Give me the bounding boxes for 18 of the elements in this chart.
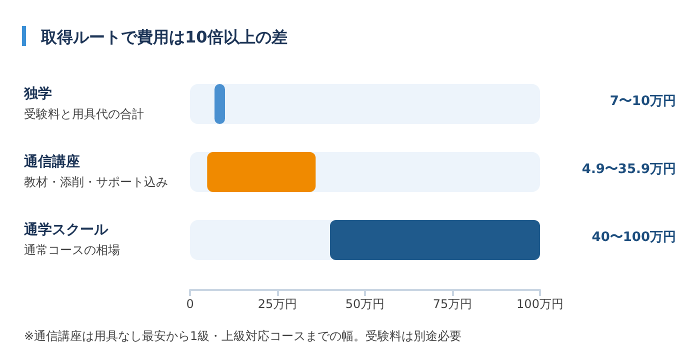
y-tick-label: 通信講座 <box>23 153 80 170</box>
text: 40〜100万円 <box>592 230 676 245</box>
bar <box>214 84 225 124</box>
x-tick-label: 75万円 <box>432 297 472 311</box>
x-tick-label: 50万円 <box>345 297 385 311</box>
bar <box>207 152 316 192</box>
x-tick-label: 25万円 <box>258 297 298 311</box>
text: 7〜10万円 <box>610 94 676 109</box>
text: 4.9〜35.9万円 <box>582 162 676 177</box>
y-tick-label: 独学 <box>23 86 52 102</box>
chart-title: 取得ルートで費用は10倍以上の差 <box>40 28 288 46</box>
text: ※通信講座は用具なし最安から1級・上級対応コースまでの幅。受験料は別途必要 <box>24 329 462 343</box>
text: 教材・添削・サポート込み <box>24 175 168 189</box>
x-tick-label: 100万円 <box>516 297 564 311</box>
text: 通常コースの相場 <box>24 243 120 257</box>
x-tick-label: 0 <box>186 297 194 311</box>
y-tick-label: 通学スクール <box>23 221 109 238</box>
text: 受験料と用具代の合計 <box>24 107 144 121</box>
